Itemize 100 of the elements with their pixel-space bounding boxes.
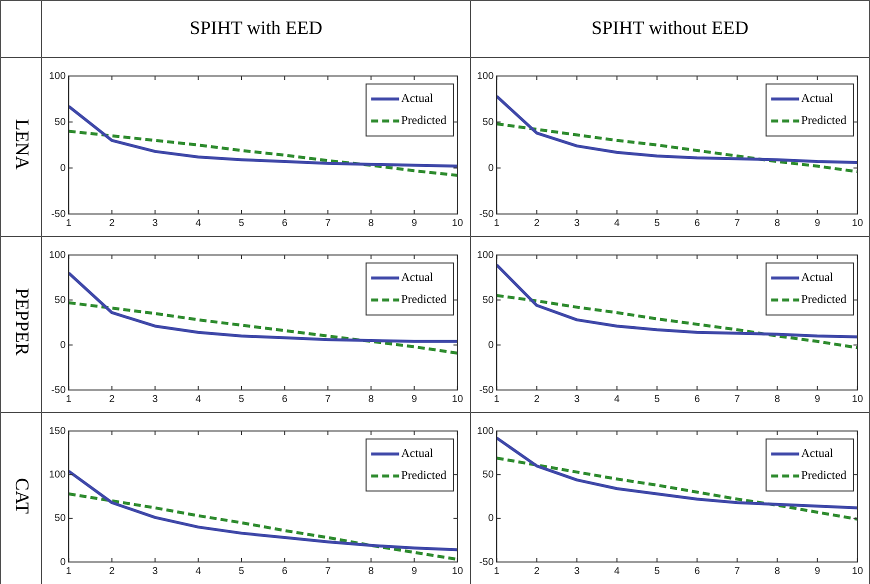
x-tick-label: 2 — [109, 566, 116, 577]
y-tick-label: 0 — [60, 556, 66, 568]
x-tick-label: 6 — [694, 566, 700, 577]
x-tick-label: 9 — [814, 566, 821, 577]
x-tick-label: 5 — [238, 394, 245, 405]
x-tick-label: 4 — [195, 566, 202, 577]
x-tick-label: 8 — [368, 394, 374, 405]
y-tick-label: 100 — [476, 70, 494, 82]
x-tick-label: 7 — [734, 394, 740, 405]
x-tick-label: 1 — [494, 218, 500, 229]
line-series — [496, 456, 858, 521]
y-tick-label: 0 — [60, 340, 66, 351]
legend-label: Actual — [401, 270, 434, 284]
x-tick-label: 6 — [282, 566, 288, 577]
legend-label: Predicted — [401, 113, 446, 128]
x-tick-label: 3 — [152, 218, 158, 229]
x-tick-label: 10 — [852, 218, 864, 229]
y-tick-label: 100 — [48, 70, 66, 82]
x-tick-label: 6 — [694, 394, 700, 405]
x-tick-label: 1 — [494, 394, 500, 405]
line-series — [68, 492, 458, 561]
x-tick-label: 10 — [452, 566, 464, 577]
x-tick-label: 5 — [654, 218, 660, 229]
legend-label: Actual — [401, 446, 434, 460]
y-tick-label: 50 — [54, 294, 66, 306]
x-tick-label: 6 — [282, 394, 288, 405]
x-tick-label: 2 — [534, 218, 540, 229]
y-tick-label: 150 — [48, 426, 66, 437]
y-tick-label: 0 — [60, 162, 66, 174]
legend-label: Actual — [801, 446, 834, 460]
y-tick-label: 100 — [48, 250, 66, 261]
x-tick-label: 2 — [534, 394, 540, 405]
x-tick-label: 10 — [452, 218, 464, 229]
x-tick-label: 8 — [774, 566, 780, 577]
legend-label: Predicted — [801, 468, 846, 482]
x-tick-label: 8 — [774, 394, 780, 405]
y-tick-label: 0 — [488, 162, 494, 174]
y-tick-label: -50 — [51, 384, 66, 396]
x-tick-label: 5 — [654, 566, 660, 577]
x-tick-label: 10 — [852, 566, 864, 577]
x-tick-label: 10 — [852, 394, 864, 405]
x-tick-label: 1 — [494, 566, 500, 577]
x-tick-label: 4 — [614, 218, 620, 229]
x-tick-label: 4 — [614, 566, 620, 577]
legend-label: Predicted — [401, 468, 446, 482]
x-tick-label: 8 — [368, 566, 374, 577]
x-tick-label: 3 — [574, 394, 580, 405]
x-tick-label: 9 — [814, 218, 821, 229]
chart-title: SPIHT with EED — [42, 0, 470, 58]
x-tick-label: 2 — [109, 218, 116, 229]
x-tick-label: 7 — [325, 218, 332, 229]
y-tick-label: 0 — [488, 340, 494, 351]
x-tick-label: 8 — [774, 218, 780, 229]
line-series — [496, 294, 858, 350]
x-tick-label: 9 — [411, 394, 418, 405]
y-tick-label: -50 — [479, 556, 494, 568]
y-tick-label: 50 — [54, 513, 66, 524]
legend-label: Predicted — [801, 292, 846, 306]
y-axis-title: CAT — [10, 478, 32, 514]
x-tick-label: 1 — [66, 394, 72, 405]
y-axis-title: PEPPER — [10, 288, 32, 356]
x-tick-label: 10 — [452, 394, 464, 405]
legend-label: Actual — [801, 270, 834, 284]
y-tick-label: -50 — [479, 384, 494, 396]
x-tick-label: 5 — [654, 394, 660, 405]
y-tick-label: 0 — [488, 513, 494, 524]
x-tick-label: 2 — [109, 394, 116, 405]
x-tick-label: 6 — [282, 218, 288, 229]
chart-title: SPIHT without EED — [470, 0, 870, 58]
y-tick-label: -50 — [479, 208, 494, 220]
x-tick-label: 1 — [66, 566, 72, 577]
x-tick-label: 6 — [694, 218, 700, 229]
y-tick-label: -50 — [51, 208, 66, 220]
legend-label: Actual — [801, 91, 834, 106]
legend-label: Actual — [401, 91, 434, 106]
legend-label: Predicted — [801, 113, 846, 128]
y-tick-label: 50 — [482, 294, 494, 306]
x-tick-label: 4 — [195, 218, 202, 229]
x-tick-label: 1 — [66, 218, 72, 229]
x-tick-label: 5 — [238, 566, 245, 577]
y-tick-label: 50 — [482, 116, 494, 128]
x-tick-label: 7 — [734, 566, 740, 577]
y-tick-label: 50 — [482, 469, 494, 480]
x-tick-label: 7 — [325, 394, 332, 405]
x-tick-label: 9 — [411, 218, 418, 229]
y-tick-label: 100 — [476, 426, 494, 437]
x-tick-label: 3 — [152, 394, 158, 405]
y-tick-label: 100 — [476, 250, 494, 261]
line-series — [68, 130, 458, 177]
x-tick-label: 4 — [614, 394, 620, 405]
x-tick-label: 8 — [368, 218, 374, 229]
legend-label: Predicted — [401, 292, 446, 306]
x-tick-label: 7 — [734, 218, 740, 229]
x-tick-label: 9 — [411, 566, 418, 577]
x-tick-label: 3 — [574, 566, 580, 577]
x-tick-label: 4 — [195, 394, 202, 405]
x-tick-label: 2 — [534, 566, 540, 577]
y-tick-label: 50 — [54, 116, 66, 128]
x-tick-label: 7 — [325, 566, 332, 577]
y-axis-title: LENA — [10, 119, 32, 170]
